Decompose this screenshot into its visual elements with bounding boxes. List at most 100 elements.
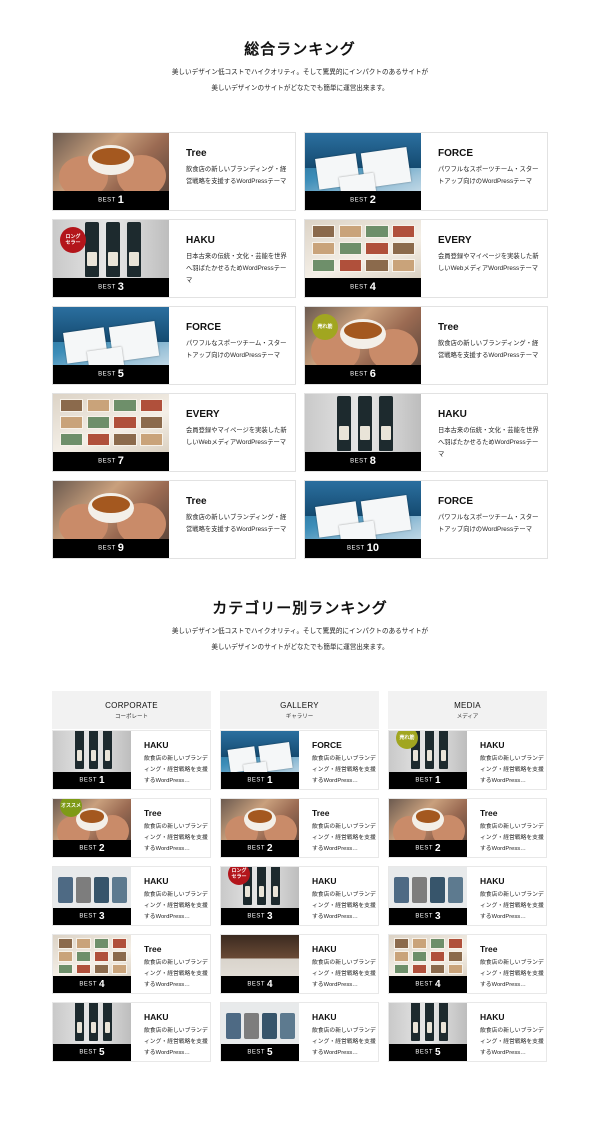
theme-title[interactable]: FORCE bbox=[312, 740, 342, 750]
theme-thumbnail[interactable]: BEST 3 bbox=[389, 867, 467, 925]
theme-title[interactable]: Tree bbox=[144, 808, 162, 818]
category-ranking-card[interactable]: BEST 5 HAKU 飲食店の新しいブランディング・経営戦略を支援するWordPre… bbox=[220, 1002, 379, 1062]
theme-title[interactable]: HAKU bbox=[480, 876, 505, 886]
best-label: BEST bbox=[98, 284, 116, 291]
best-label: BEST bbox=[98, 371, 116, 378]
theme-thumbnail[interactable]: BEST 1 bbox=[221, 731, 299, 789]
rank-number: 4 bbox=[369, 281, 376, 294]
category-ranking-card[interactable]: BEST 3 ロング セラー HAKU 飲食店の新しいブランディング・経営戦略を支援する… bbox=[220, 866, 379, 926]
theme-title[interactable]: HAKU bbox=[438, 409, 467, 420]
theme-thumbnail[interactable]: BEST 2 bbox=[221, 799, 299, 857]
theme-thumbnail[interactable]: BEST 5 bbox=[221, 1003, 299, 1061]
best-label: BEST bbox=[415, 913, 434, 920]
rank-number: 3 bbox=[99, 911, 105, 923]
rank-number: 5 bbox=[99, 1047, 105, 1059]
category-ranking-card[interactable]: BEST 1 HAKU 飲食店の新しいブランディング・経営戦略を支援するWordPre… bbox=[52, 730, 211, 790]
theme-title[interactable]: EVERY bbox=[186, 409, 220, 420]
theme-thumbnail[interactable]: BEST 4 bbox=[221, 935, 299, 993]
category-ranking-card[interactable]: BEST 5 HAKU 飲食店の新しいブランディング・経営戦略を支援するWordPre… bbox=[52, 1002, 211, 1062]
ranking-card[interactable]: BEST 7 EVERY 会員登録やマイページを実装した新しいWebメディアWordP… bbox=[52, 393, 296, 472]
theme-thumbnail[interactable]: BEST 2 bbox=[389, 799, 467, 857]
theme-title[interactable]: HAKU bbox=[312, 876, 337, 886]
best-label: BEST bbox=[79, 913, 98, 920]
theme-title[interactable]: HAKU bbox=[480, 740, 505, 750]
best-rank-bar: BEST 5 bbox=[389, 1044, 467, 1061]
theme-title[interactable]: HAKU bbox=[144, 876, 169, 886]
category-ranking-card[interactable]: BEST 1 FORCE 飲食店の新しいブランディング・経営戦略を支援するWordPr… bbox=[220, 730, 379, 790]
category-ranking-card[interactable]: BEST 3 HAKU 飲食店の新しいブランディング・経営戦略を支援するWordPre… bbox=[388, 866, 547, 926]
best-rank-bar: BEST 6 bbox=[305, 365, 421, 384]
theme-thumbnail[interactable]: BEST 8 bbox=[305, 394, 421, 471]
overall-ranking-title: 総合ランキング bbox=[244, 40, 356, 58]
theme-thumbnail[interactable]: BEST 7 bbox=[53, 394, 169, 471]
theme-thumbnail[interactable]: BEST 1 bbox=[53, 731, 131, 789]
theme-title[interactable]: HAKU bbox=[312, 944, 337, 954]
theme-title[interactable]: Tree bbox=[186, 148, 207, 159]
theme-thumbnail[interactable]: BEST 2 bbox=[305, 133, 421, 210]
ranking-card[interactable]: BEST 3 ロング セラー HAKU 日本古来の伝統・文化・芸能を世界へ羽ばたかせるた… bbox=[52, 219, 296, 298]
theme-thumbnail[interactable]: BEST 5 bbox=[53, 307, 169, 384]
category-ranking-card[interactable]: BEST 4 HAKU 飲食店の新しいブランディング・経営戦略を支援するWordPre… bbox=[220, 934, 379, 994]
category-ranking-card[interactable]: BEST 4 Tree 飲食店の新しいブランディング・経営戦略を支援するWordPre… bbox=[388, 934, 547, 994]
theme-title[interactable]: EVERY bbox=[438, 235, 472, 246]
ranking-card[interactable]: BEST 2 FORCE パワフルなスポーツチーム・スタートアップ向けのWordPre… bbox=[304, 132, 548, 211]
theme-thumbnail[interactable]: BEST 1 bbox=[53, 133, 169, 210]
category-ranking-card[interactable]: BEST 1 売れ筋 HAKU 飲食店の新しいブランディング・経営戦略を支援するWord… bbox=[388, 730, 547, 790]
theme-title[interactable]: Tree bbox=[438, 322, 459, 333]
best-rank-bar: BEST 8 bbox=[305, 452, 421, 471]
theme-thumbnail[interactable]: BEST 9 bbox=[53, 481, 169, 558]
rank-number: 4 bbox=[267, 979, 273, 991]
category-name-ja: メディア bbox=[456, 714, 479, 720]
theme-title[interactable]: Tree bbox=[480, 808, 498, 818]
theme-title[interactable]: FORCE bbox=[438, 496, 473, 507]
best-label: BEST bbox=[79, 845, 98, 852]
overall-ranking-desc-1: 美しいデザイン低コストでハイクオリティ。そして驚異的にインパクトのあるサイトが bbox=[171, 69, 429, 76]
theme-title[interactable]: FORCE bbox=[186, 322, 221, 333]
category-ranking-desc-1: 美しいデザイン低コストでハイクオリティ。そして驚異的にインパクトのあるサイトが bbox=[171, 628, 429, 635]
ranking-card[interactable]: BEST 8 HAKU 日本古来の伝統・文化・芸能を世界へ羽ばたかせるためWordPr… bbox=[304, 393, 548, 472]
theme-thumbnail[interactable]: BEST 4 bbox=[389, 935, 467, 993]
theme-description: 会員登録やマイページを実装した新しいWebメディアWordPressテーマ bbox=[186, 427, 287, 446]
theme-thumbnail[interactable]: BEST 5 bbox=[53, 1003, 131, 1061]
theme-title[interactable]: HAKU bbox=[144, 740, 169, 750]
rank-number: 10 bbox=[366, 542, 379, 555]
theme-title[interactable]: HAKU bbox=[186, 235, 215, 246]
rank-number: 3 bbox=[117, 281, 124, 294]
category-ranking-card[interactable]: BEST 5 HAKU 飲食店の新しいブランディング・経営戦略を支援するWordPre… bbox=[388, 1002, 547, 1062]
theme-title[interactable]: Tree bbox=[144, 944, 162, 954]
best-label: BEST bbox=[247, 913, 266, 920]
rank-number: 6 bbox=[369, 368, 376, 381]
ranking-card[interactable]: BEST 5 FORCE パワフルなスポーツチーム・スタートアップ向けのWordPre… bbox=[52, 306, 296, 385]
ranking-card[interactable]: BEST 10 FORCE パワフルなスポーツチーム・スタートアップ向けのWordPr… bbox=[304, 480, 548, 559]
best-rank-bar: BEST 1 bbox=[221, 772, 299, 789]
category-ranking-card[interactable]: BEST 2 オススメ Tree 飲食店の新しいブランディング・経営戦略を支援するWor… bbox=[52, 798, 211, 858]
theme-thumbnail[interactable]: BEST 10 bbox=[305, 481, 421, 558]
theme-title[interactable]: Tree bbox=[186, 496, 207, 507]
theme-thumbnail[interactable]: BEST 2 bbox=[53, 799, 131, 857]
ranking-card[interactable]: BEST 9 Tree 飲食店の新しいブランディング・経営戦略を支援するWordPre… bbox=[52, 480, 296, 559]
category-name: CORPORATE bbox=[105, 701, 158, 710]
ranking-card[interactable]: BEST 1 Tree 飲食店の新しいブランディング・経営戦略を支援するWordPre… bbox=[52, 132, 296, 211]
theme-title[interactable]: HAKU bbox=[312, 1012, 337, 1022]
theme-thumbnail[interactable]: BEST 3 bbox=[53, 867, 131, 925]
best-label: BEST bbox=[247, 1049, 266, 1056]
rank-badge: 売れ筋 bbox=[396, 731, 418, 749]
best-label: BEST bbox=[350, 284, 368, 291]
category-ranking-card[interactable]: BEST 4 Tree 飲食店の新しいブランディング・経営戦略を支援するWordPre… bbox=[52, 934, 211, 994]
theme-title[interactable]: Tree bbox=[480, 944, 498, 954]
theme-description: 飲食店の新しいブランディング・経営戦略を支援するWordPress… bbox=[480, 892, 544, 920]
category-ranking-card[interactable]: BEST 2 Tree 飲食店の新しいブランディング・経営戦略を支援するWordPre… bbox=[220, 798, 379, 858]
best-label: BEST bbox=[79, 777, 98, 784]
theme-thumbnail[interactable]: BEST 4 bbox=[53, 935, 131, 993]
theme-title[interactable]: HAKU bbox=[144, 1012, 169, 1022]
ranking-card[interactable]: BEST 4 EVERY 会員登録やマイページを実装した新しいWebメディアWordP… bbox=[304, 219, 548, 298]
theme-thumbnail[interactable]: BEST 4 bbox=[305, 220, 421, 297]
best-label: BEST bbox=[350, 371, 368, 378]
category-ranking-card[interactable]: BEST 2 Tree 飲食店の新しいブランディング・経営戦略を支援するWordPre… bbox=[388, 798, 547, 858]
theme-title[interactable]: Tree bbox=[312, 808, 330, 818]
theme-thumbnail[interactable]: BEST 5 bbox=[389, 1003, 467, 1061]
theme-title[interactable]: FORCE bbox=[438, 148, 473, 159]
theme-title[interactable]: HAKU bbox=[480, 1012, 505, 1022]
category-ranking-card[interactable]: BEST 3 HAKU 飲食店の新しいブランディング・経営戦略を支援するWordPre… bbox=[52, 866, 211, 926]
ranking-card[interactable]: BEST 6 売れ筋 Tree 飲食店の新しいブランディング・経営戦略を支援するWord… bbox=[304, 306, 548, 385]
